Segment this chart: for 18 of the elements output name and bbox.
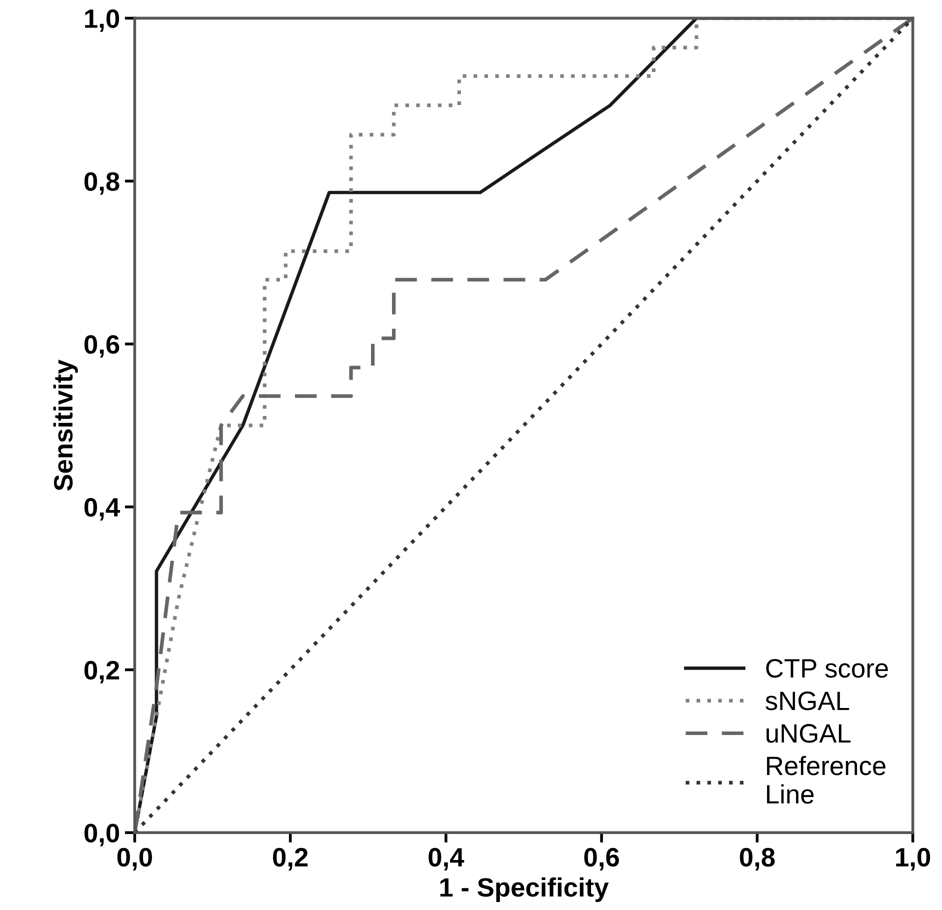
x-tick-label: 1,0 <box>896 848 930 870</box>
legend-label: uNGAL <box>766 724 851 743</box>
legend-label: sNGAL <box>766 692 850 710</box>
x-tick-label: 0,4 <box>428 848 464 870</box>
y-axis-title: Sensitivity <box>53 360 78 491</box>
y-tick-label: 0,4 <box>84 498 120 521</box>
legend-label: Reference Line <box>767 756 886 804</box>
x-axis-title: 1 - Specificity <box>440 877 609 902</box>
y-tick-label: 1,0 <box>85 9 120 32</box>
x-tick-label: 0,2 <box>273 848 308 870</box>
x-tick-label: 0,8 <box>740 848 775 870</box>
y-tick-label: 0,8 <box>84 172 120 195</box>
legend-label: CTP score <box>766 659 888 678</box>
y-tick-label: 0,0 <box>84 824 120 846</box>
y-tick-label: 0,6 <box>84 335 120 358</box>
x-tick-label: 0,0 <box>117 848 152 870</box>
x-tick-label: 0,6 <box>584 848 619 870</box>
y-tick-label: 0,2 <box>84 660 120 684</box>
